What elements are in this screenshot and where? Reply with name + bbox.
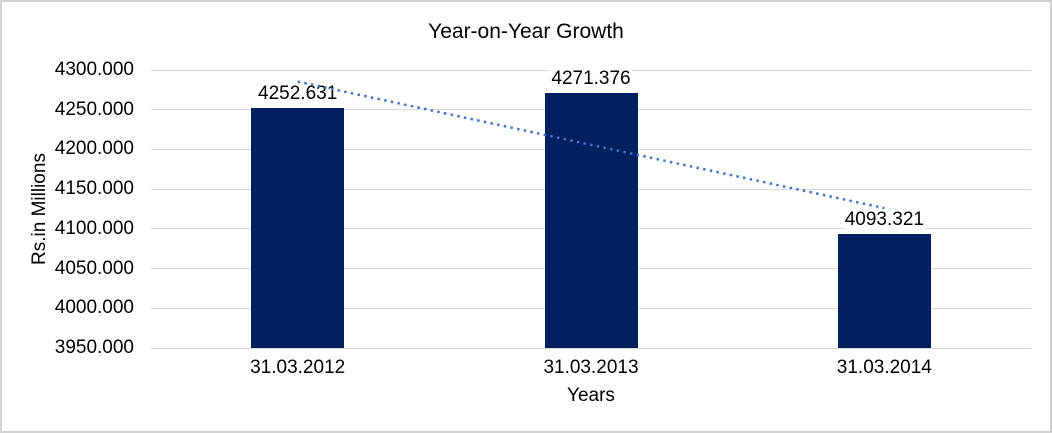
y-tick-label: 4100.000: [54, 217, 134, 239]
y-tick-label: 4050.000: [54, 257, 134, 279]
y-tick-label: 4300.000: [54, 59, 134, 80]
gridline: [151, 69, 1031, 71]
bar: [251, 107, 345, 348]
y-tick-label: 4150.000: [54, 178, 134, 200]
bar: [544, 92, 638, 348]
chart-title: Year-on-Year Growth: [428, 20, 624, 43]
y-tick-label: 3950.000: [54, 337, 134, 358]
y-tick-label: 4250.000: [54, 98, 134, 120]
gridline: [151, 347, 1031, 349]
x-tick-label: 31.03.2014: [836, 357, 932, 378]
x-axis-title: Years: [567, 385, 615, 406]
x-tick-label: 31.03.2013: [543, 357, 639, 378]
y-tick-label: 4200.000: [54, 138, 134, 160]
bar-data-label: 4271.376: [550, 67, 632, 89]
x-tick-label: 31.03.2012: [250, 357, 346, 378]
y-tick-label: 4000.000: [54, 297, 134, 319]
bar-data-label: 4252.631: [257, 82, 339, 104]
bar: [837, 234, 931, 348]
